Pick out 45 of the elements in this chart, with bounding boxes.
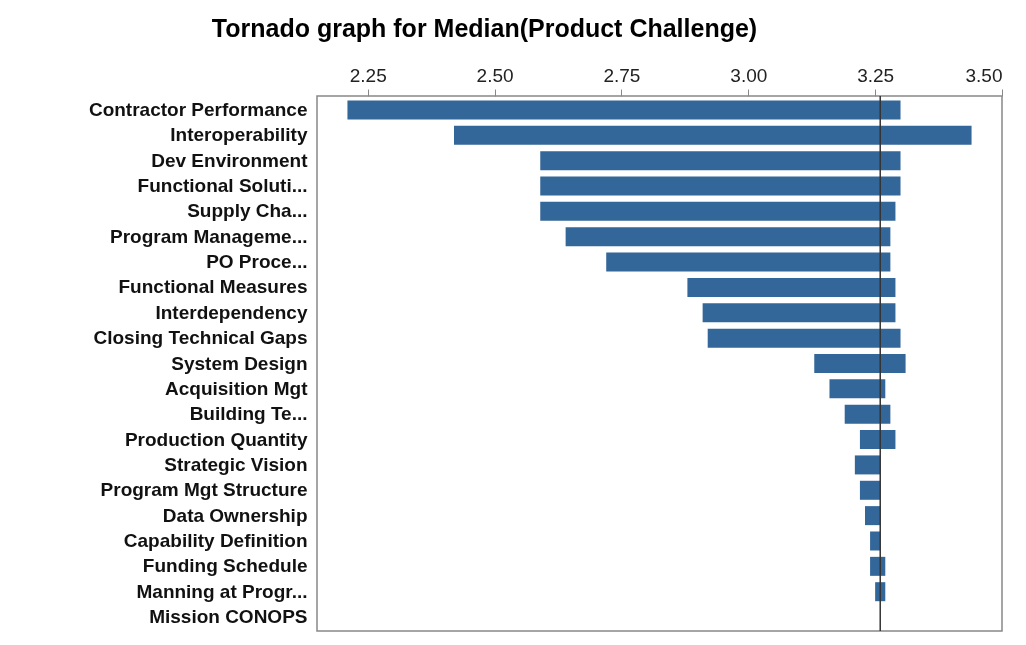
bar [565, 227, 891, 247]
y-tick-label: Closing Technical Gaps [93, 327, 308, 349]
bar [854, 455, 881, 475]
bar [687, 277, 896, 297]
y-tick-label: Program Manageme... [110, 225, 308, 247]
y-tick-label: Dev Environment [151, 149, 309, 171]
bar [454, 125, 972, 145]
bar [844, 404, 891, 424]
bar [829, 379, 886, 399]
y-tick-label: Strategic Vision [164, 453, 308, 475]
x-tick-label: 2.50 [476, 64, 514, 86]
x-tick-label: 3.00 [730, 64, 768, 86]
y-tick-label: Supply Cha... [187, 200, 308, 222]
x-tick-label: 3.50 [965, 64, 1003, 86]
x-tick-label: 2.25 [349, 64, 387, 86]
y-tick-label: Functional Soluti... [137, 175, 308, 197]
bar [707, 328, 901, 348]
bar [540, 201, 896, 221]
bar [865, 506, 881, 526]
bar [859, 480, 881, 500]
y-tick-label: Funding Schedule [142, 555, 308, 577]
x-tick-label: 2.75 [603, 64, 641, 86]
y-tick-label: Data Ownership [162, 504, 308, 526]
bar [859, 430, 896, 450]
bar [702, 303, 896, 323]
bar [347, 100, 901, 120]
y-tick-label: Contractor Performance [88, 98, 308, 120]
bar [814, 354, 906, 373]
y-tick-label: Functional Measures [118, 276, 308, 298]
y-tick-label: Building Te... [189, 403, 308, 425]
bar [540, 176, 901, 196]
y-tick-label: Program Mgt Structure [100, 479, 308, 501]
y-tick-label: Interoperability [170, 124, 308, 146]
y-tick-label: PO Proce... [206, 251, 308, 273]
y-tick-label: Production Quantity [124, 428, 308, 450]
y-tick-label: Acquisition Mgt [165, 377, 309, 399]
y-tick-label: Capability Definition [123, 529, 308, 551]
y-tick-label: Interdependency [155, 301, 308, 323]
y-tick-label: System Design [171, 352, 308, 374]
chart-title: Tornado graph for Median(Product Challenge) [211, 14, 758, 42]
y-tick-label: Mission CONOPS [149, 606, 308, 628]
y-tick-label: Manning at Progr... [136, 580, 308, 602]
x-tick-label: 3.25 [857, 64, 895, 86]
bar [540, 151, 901, 171]
bar [606, 252, 891, 272]
